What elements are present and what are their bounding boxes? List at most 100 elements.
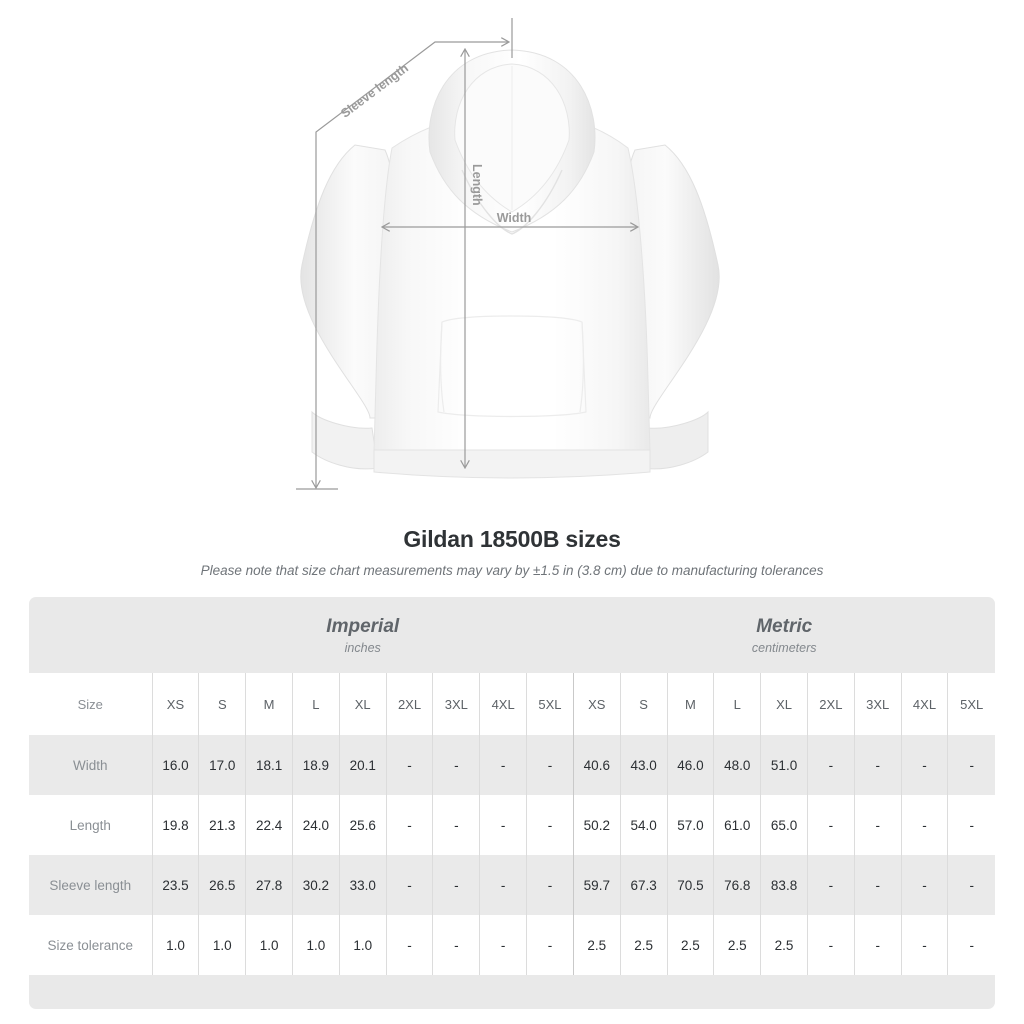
sleeve-length-label: Sleeve length [338,61,411,121]
cell-size-tolerance-imperial-xs: 1.0 [151,915,199,975]
cell-size-tolerance-metric-3xl: - [853,915,902,975]
cell-size-tolerance-imperial-s: 1.0 [198,915,246,975]
size-header-5xl-imperial: 5XL [526,673,574,735]
cell-size-tolerance-metric-2xl: - [806,915,855,975]
cell-width-imperial-3xl: - [432,735,480,795]
cell-width-metric-m: 46.0 [666,735,714,795]
cell-length-imperial-xs: 19.8 [151,795,199,855]
hoodie-shape [300,49,720,479]
cell-sleeve-length-metric-s: 67.3 [619,855,668,915]
cell-size-tolerance-imperial-xl: 1.0 [338,915,387,975]
cell-width-imperial-5xl: - [526,735,574,795]
cell-size-tolerance-imperial-2xl: - [385,915,433,975]
cell-width-imperial-4xl: - [479,735,527,795]
size-column-label: Size [29,673,153,735]
cell-size-tolerance-metric-s: 2.5 [619,915,668,975]
cell-sleeve-length-imperial-l: 30.2 [292,855,340,915]
width-label: Width [497,211,532,225]
cell-size-tolerance-imperial-4xl: - [479,915,527,975]
table-row: Width 16.0 17.0 18.1 18.9 20.1- - - -40.6 43.0 46.… [29,735,995,795]
cell-width-metric-s: 43.0 [619,735,668,795]
size-header-xs-imperial: XS [151,673,199,735]
cell-width-metric-2xl: - [806,735,855,795]
cell-size-tolerance-metric-l: 2.5 [713,915,761,975]
size-header-m-metric: M [666,673,714,735]
pocket-right-opening [579,321,584,413]
size-header-xl-metric: XL [760,673,808,735]
cell-length-imperial-5xl: - [526,795,574,855]
hoodie-diagram: Sleeve length Length Width [296,18,720,490]
size-header-2xl-metric: 2XL [806,673,855,735]
cell-size-tolerance-metric-4xl: - [900,915,948,975]
cell-size-tolerance-imperial-l: 1.0 [292,915,340,975]
cell-length-imperial-l: 24.0 [292,795,340,855]
cell-sleeve-length-imperial-5xl: - [526,855,574,915]
cell-sleeve-length-imperial-3xl: - [432,855,480,915]
size-header-s-metric: S [619,673,668,735]
cell-width-imperial-s: 17.0 [198,735,246,795]
cell-size-tolerance-metric-m: 2.5 [666,915,714,975]
size-header-s-imperial: S [198,673,246,735]
cell-length-metric-s: 54.0 [619,795,668,855]
cell-width-metric-3xl: - [853,735,902,795]
cell-size-tolerance-metric-5xl: - [947,915,995,975]
cell-sleeve-length-metric-4xl: - [900,855,948,915]
cell-length-imperial-m: 22.4 [245,795,293,855]
cell-length-metric-xs: 50.2 [572,795,621,855]
cell-width-metric-4xl: - [900,735,948,795]
cell-length-imperial-3xl: - [432,795,480,855]
unit-group-imperial: Imperial inches [152,597,574,673]
left-cuff [311,410,379,470]
cell-sleeve-length-imperial-xl: 33.0 [338,855,387,915]
cell-length-imperial-xl: 25.6 [338,795,387,855]
cell-length-imperial-4xl: - [479,795,527,855]
cell-sleeve-length-metric-xs: 59.7 [572,855,621,915]
cell-length-metric-5xl: - [947,795,995,855]
cell-sleeve-length-metric-5xl: - [947,855,995,915]
cell-sleeve-length-imperial-m: 27.8 [245,855,293,915]
cell-size-tolerance-imperial-3xl: - [432,915,480,975]
size-chart-table: Imperial inches Metric centimeters Size XS S M L… [29,597,995,1009]
cell-size-tolerance-imperial-5xl: - [526,915,574,975]
cell-width-imperial-m: 18.1 [245,735,293,795]
cell-width-metric-xl: 51.0 [760,735,808,795]
cell-length-metric-2xl: - [806,795,855,855]
table-row: Sleeve length 23.5 26.5 27.8 30.2 33.0- - - -59.… [29,855,995,915]
length-label: Length [470,164,484,206]
cell-width-imperial-2xl: - [385,735,433,795]
size-header-l-metric: L [713,673,761,735]
tolerance-note: Please note that size chart measurements… [200,563,824,578]
size-header-2xl-imperial: 2XL [385,673,433,735]
unit-group-name: Imperial [326,615,400,637]
cell-sleeve-length-metric-2xl: - [806,855,855,915]
measurement-lines [296,18,637,490]
size-header-xs-metric: XS [572,673,621,735]
unit-group-name: Metric [756,615,813,637]
cell-sleeve-length-metric-m: 70.5 [666,855,714,915]
cell-size-tolerance-metric-xl: 2.5 [760,915,808,975]
cell-width-imperial-xs: 16.0 [151,735,199,795]
garment-illustration: Sleeve length Length Width [296,18,720,490]
cell-size-tolerance-imperial-m: 1.0 [245,915,293,975]
cell-sleeve-length-imperial-2xl: - [385,855,433,915]
footer-right [152,975,995,1009]
table-footer-strip [29,975,995,1009]
cell-width-imperial-l: 18.9 [292,735,340,795]
size-table-container: Imperial inches Metric centimeters Size XS S M L… [29,597,995,1009]
size-header-4xl-metric: 4XL [900,673,948,735]
cell-sleeve-length-imperial-4xl: - [479,855,527,915]
cell-size-tolerance-metric-xs: 2.5 [572,915,621,975]
size-header-3xl-imperial: 3XL [432,673,480,735]
cell-sleeve-length-metric-l: 76.8 [713,855,761,915]
unit-header-corner [29,597,153,673]
row-label-size-tolerance: Size tolerance [47,937,134,953]
cell-width-metric-xs: 40.6 [572,735,621,795]
size-header-m-imperial: M [245,673,293,735]
unit-group-metric: Metric centimeters [573,597,995,673]
cell-width-metric-l: 48.0 [713,735,761,795]
cell-sleeve-length-metric-xl: 83.8 [760,855,808,915]
cell-sleeve-length-imperial-s: 26.5 [198,855,246,915]
size-header-5xl-metric: 5XL [947,673,995,735]
size-header-3xl-metric: 3XL [853,673,902,735]
table-row: Size tolerance 1.0 1.0 1.0 1.0 1.0- - - -2.5 2.5 2… [29,915,995,975]
